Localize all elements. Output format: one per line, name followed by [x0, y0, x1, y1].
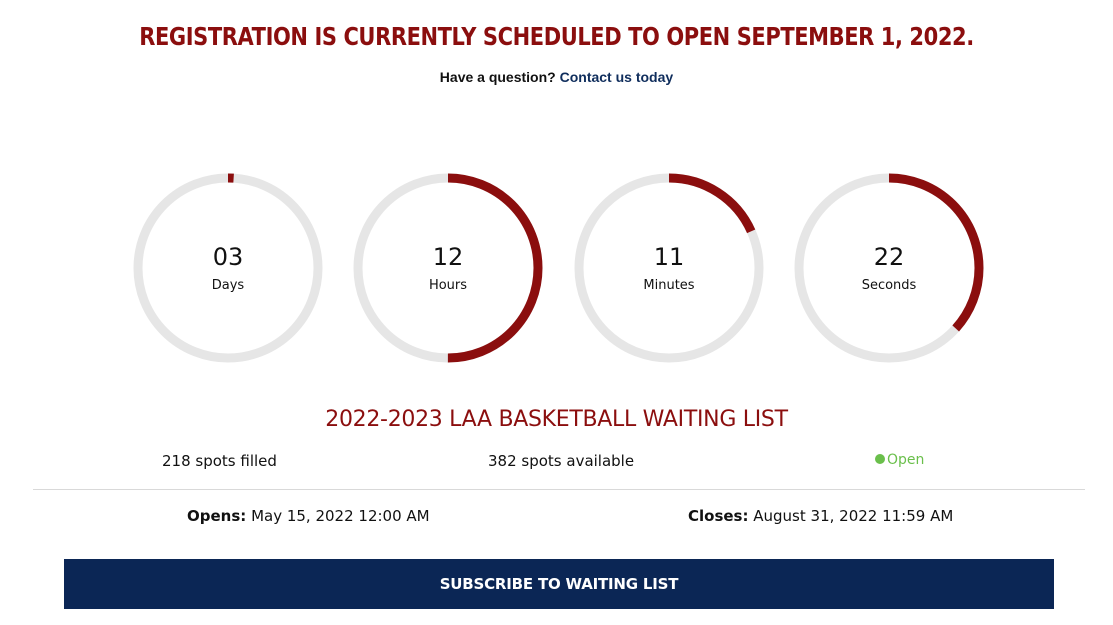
closes-date: Closes: August 31, 2022 11:59 AM	[688, 507, 953, 525]
divider	[33, 489, 1085, 490]
opens-date: Opens: May 15, 2022 12:00 AM	[187, 507, 430, 525]
days-ring	[133, 173, 323, 363]
days-label: Days	[211, 278, 245, 293]
days-value: 03	[212, 243, 244, 271]
spots-filled: 218 spots filled	[162, 452, 277, 470]
status-badge: Open	[875, 452, 924, 468]
countdown-days: 03 Days	[132, 172, 324, 364]
seconds-label: Seconds	[861, 278, 917, 293]
subscribe-button[interactable]: SUBSCRIBE TO WAITING LIST	[64, 559, 1054, 609]
minutes-label: Minutes	[643, 278, 695, 293]
countdown-timer: 03 Days 12 Hours 11 Minutes 22 Seconds	[0, 172, 1113, 364]
hours-value: 12	[432, 243, 464, 271]
registration-headline: REGISTRATION IS CURRENTLY SCHEDULED TO O…	[139, 22, 974, 51]
spots-available: 382 spots available	[488, 452, 635, 470]
countdown-seconds: 22 Seconds	[793, 172, 985, 364]
closes-value: August 31, 2022 11:59 AM	[753, 507, 954, 525]
contact-us-link[interactable]: Contact us today	[559, 69, 674, 85]
countdown-hours: 12 Hours	[352, 172, 544, 364]
question-text: Have a question?	[439, 69, 556, 85]
closes-label: Closes:	[688, 507, 749, 525]
minutes-value: 11	[653, 243, 685, 271]
hours-label: Hours	[428, 278, 468, 293]
waiting-list-title: 2022-2023 LAA BASKETBALL WAITING LIST	[325, 407, 788, 432]
minutes-ring	[574, 173, 764, 363]
seconds-value: 22	[873, 243, 905, 271]
status-dot-icon	[875, 454, 885, 464]
countdown-minutes: 11 Minutes	[573, 172, 765, 364]
hours-ring	[353, 173, 543, 363]
opens-value: May 15, 2022 12:00 AM	[251, 507, 430, 525]
question-line: Have a question? Contact us today	[0, 69, 1113, 85]
seconds-ring	[794, 173, 984, 363]
opens-label: Opens:	[187, 507, 247, 525]
status-text: Open	[887, 452, 925, 468]
